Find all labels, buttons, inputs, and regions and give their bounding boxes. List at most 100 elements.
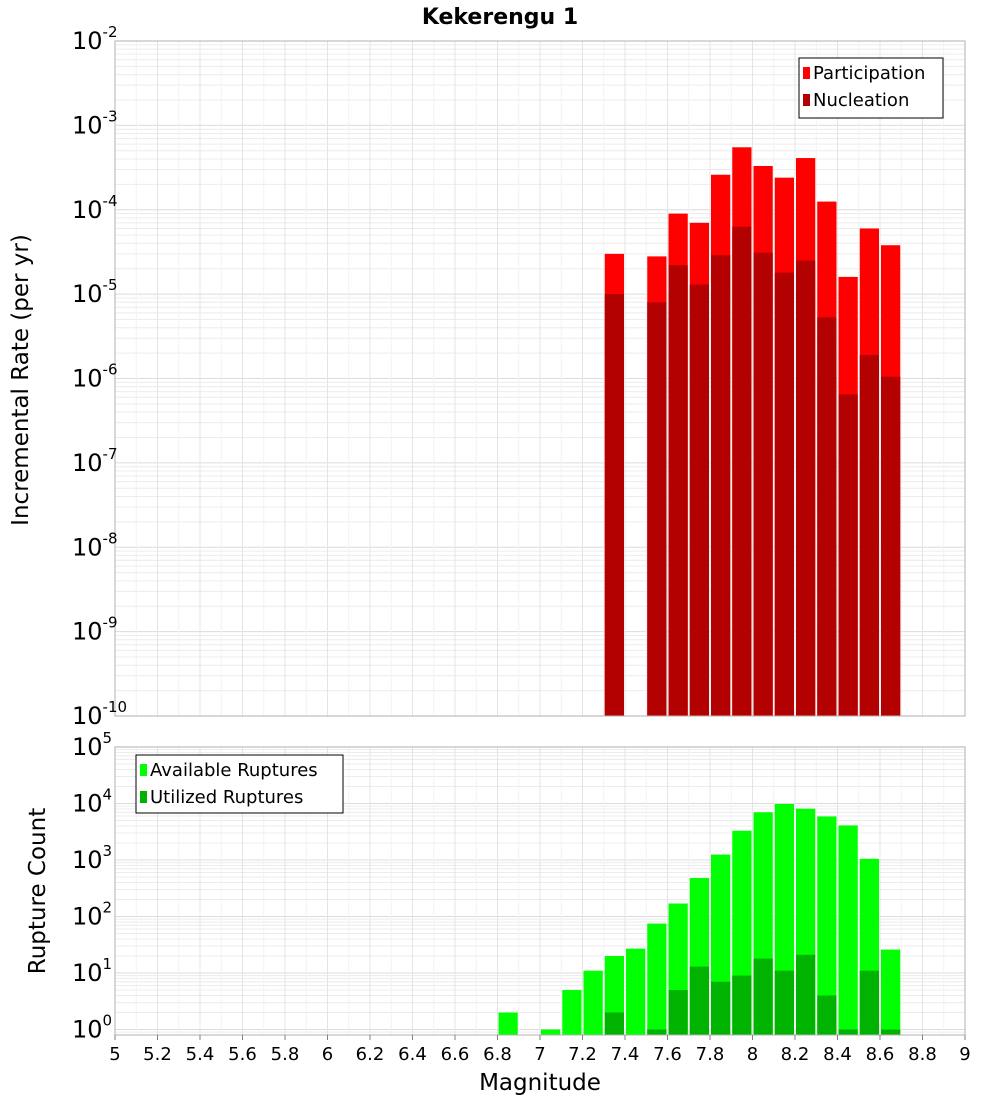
x-tick-label: 7.4 [611,1044,640,1065]
x-tick-label: 5.2 [143,1044,172,1065]
top-bar-nucleation [796,260,816,716]
bottom-bar-available-ruptures [817,816,837,1035]
top-y-tick-label: 10-10 [72,698,127,730]
bottom-bar-utilized-ruptures [774,970,794,1035]
bottom-bar-utilized-ruptures [732,975,752,1035]
bottom-y-tick-label: 102 [72,899,112,931]
x-tick-label: 6.6 [441,1044,470,1065]
x-tick-label: 5.8 [271,1044,300,1065]
top-grid [114,40,966,717]
top-legend-swatch [803,94,810,106]
top-y-tick-base: 10 [72,196,103,224]
bottom-y-tick-base: 10 [72,790,103,818]
bottom-legend: Available Ruptures Utilized Ruptures [135,754,344,814]
top-legend-swatch [803,67,810,79]
bottom-y-tick-label: 101 [72,955,112,987]
top-legend-box [798,57,944,119]
x-tick-label: 7 [534,1044,545,1065]
top-bar-nucleation [689,284,709,716]
bottom-bar-available-ruptures [626,948,646,1035]
x-tick-label: 5 [109,1044,120,1065]
bottom-bars [498,804,901,1035]
bottom-bar-utilized-ruptures [604,1012,624,1035]
top-y-tick-base: 10 [72,702,103,730]
top-y-tick-base: 10 [72,533,103,561]
top-legend-label: Nucleation [813,90,909,111]
bottom-legend-label: Utilized Ruptures [150,787,303,808]
bottom-y-tick-exponent: 0 [103,1012,113,1030]
top-y-tick-label: 10-6 [72,361,118,393]
bottom-bar-available-ruptures [881,949,901,1035]
top-bar-nucleation [604,294,624,716]
top-bars [604,147,901,717]
bottom-y-tick-exponent: 3 [103,842,113,860]
x-tick-label: 6 [322,1044,333,1065]
bottom-y-tick-base: 10 [72,903,103,931]
x-tick-label: 5.4 [186,1044,215,1065]
x-tick-label: 9 [959,1044,970,1065]
bottom-bar-utilized-ruptures [711,981,731,1035]
bottom-bar-utilized-ruptures [859,970,879,1035]
top-legend-label: Participation [813,63,925,84]
bottom-y-tick-base: 10 [72,733,103,761]
bottom-y-tick-base: 10 [72,1016,103,1044]
top-y-tick-exponent: -4 [103,192,118,210]
top-y-tick-exponent: -7 [103,445,118,463]
x-tick-label: 7.6 [653,1044,682,1065]
top-bar-nucleation [753,252,773,716]
bottom-bar-available-ruptures [562,990,582,1035]
x-tick-labels: 5 5.2 5.4 5.6 5.8 6 6.2 6.4 6.6 6.8 7 7.2 7.4 7.6 7.8 8… [109,1035,971,1065]
bottom-y-tick-exponent: 1 [103,955,113,973]
bottom-legend-swatch [140,764,147,776]
x-tick-label: 8.6 [866,1044,895,1065]
top-bar-nucleation [859,354,879,716]
bottom-y-tick-label: 104 [72,786,112,818]
x-tick-label: 8.8 [908,1044,937,1065]
x-tick-label: 6.8 [483,1044,512,1065]
top-y-tick-label: 10-2 [72,23,118,55]
top-bar-nucleation [881,376,901,716]
top-y-tick-label: 10-3 [72,107,118,139]
top-y-tick-base: 10 [72,449,103,477]
top-y-tick-exponent: -9 [103,614,118,632]
chart-title: Kekerengu 1 [422,5,578,30]
bottom-bar-available-ruptures [498,1012,518,1035]
bottom-y-tick-base: 10 [72,959,103,987]
bottom-bar-utilized-ruptures [647,1029,667,1035]
bottom-bar-available-ruptures [541,1029,561,1035]
bottom-bar-available-ruptures [647,923,667,1035]
top-y-tick-label: 10-7 [72,445,118,477]
top-y-tick-label: 10-5 [72,276,118,308]
bottom-bar-utilized-ruptures [668,990,688,1035]
top-y-axis-title: Incremental Rate (per yr) [8,234,34,526]
top-bar-nucleation [732,226,752,716]
bottom-y-tick-label: 103 [72,842,112,874]
top-plot-frame [114,40,966,717]
x-tick-label: 8 [747,1044,758,1065]
bottom-y-tick-base: 10 [72,846,103,874]
top-legend: Participation Nucleation [798,57,944,119]
top-y-tick-exponent: -5 [103,276,118,294]
x-axis-title: Magnitude [479,1070,601,1096]
bottom-y-axis-title: Rupture Count [25,808,51,974]
top-y-tick-label: 10-8 [72,529,118,561]
x-tick-label: 6.4 [398,1044,427,1065]
bottom-y-tick-exponent: 2 [103,899,113,917]
top-bar-nucleation [668,265,688,716]
bottom-y-tick-label: 105 [72,729,112,761]
top-y-tick-base: 10 [72,365,103,393]
top-y-tick-label: 10-4 [72,192,118,224]
top-y-tick-exponent: -6 [103,361,118,379]
bottom-y-tick-exponent: 5 [103,729,113,747]
top-bar-nucleation [647,302,667,716]
top-bar-nucleation [838,394,858,716]
bottom-y-tick-exponent: 4 [103,786,113,804]
x-tick-label: 7.8 [696,1044,725,1065]
x-tick-label: 8.2 [781,1044,810,1065]
top-y-tick-base: 10 [72,280,103,308]
